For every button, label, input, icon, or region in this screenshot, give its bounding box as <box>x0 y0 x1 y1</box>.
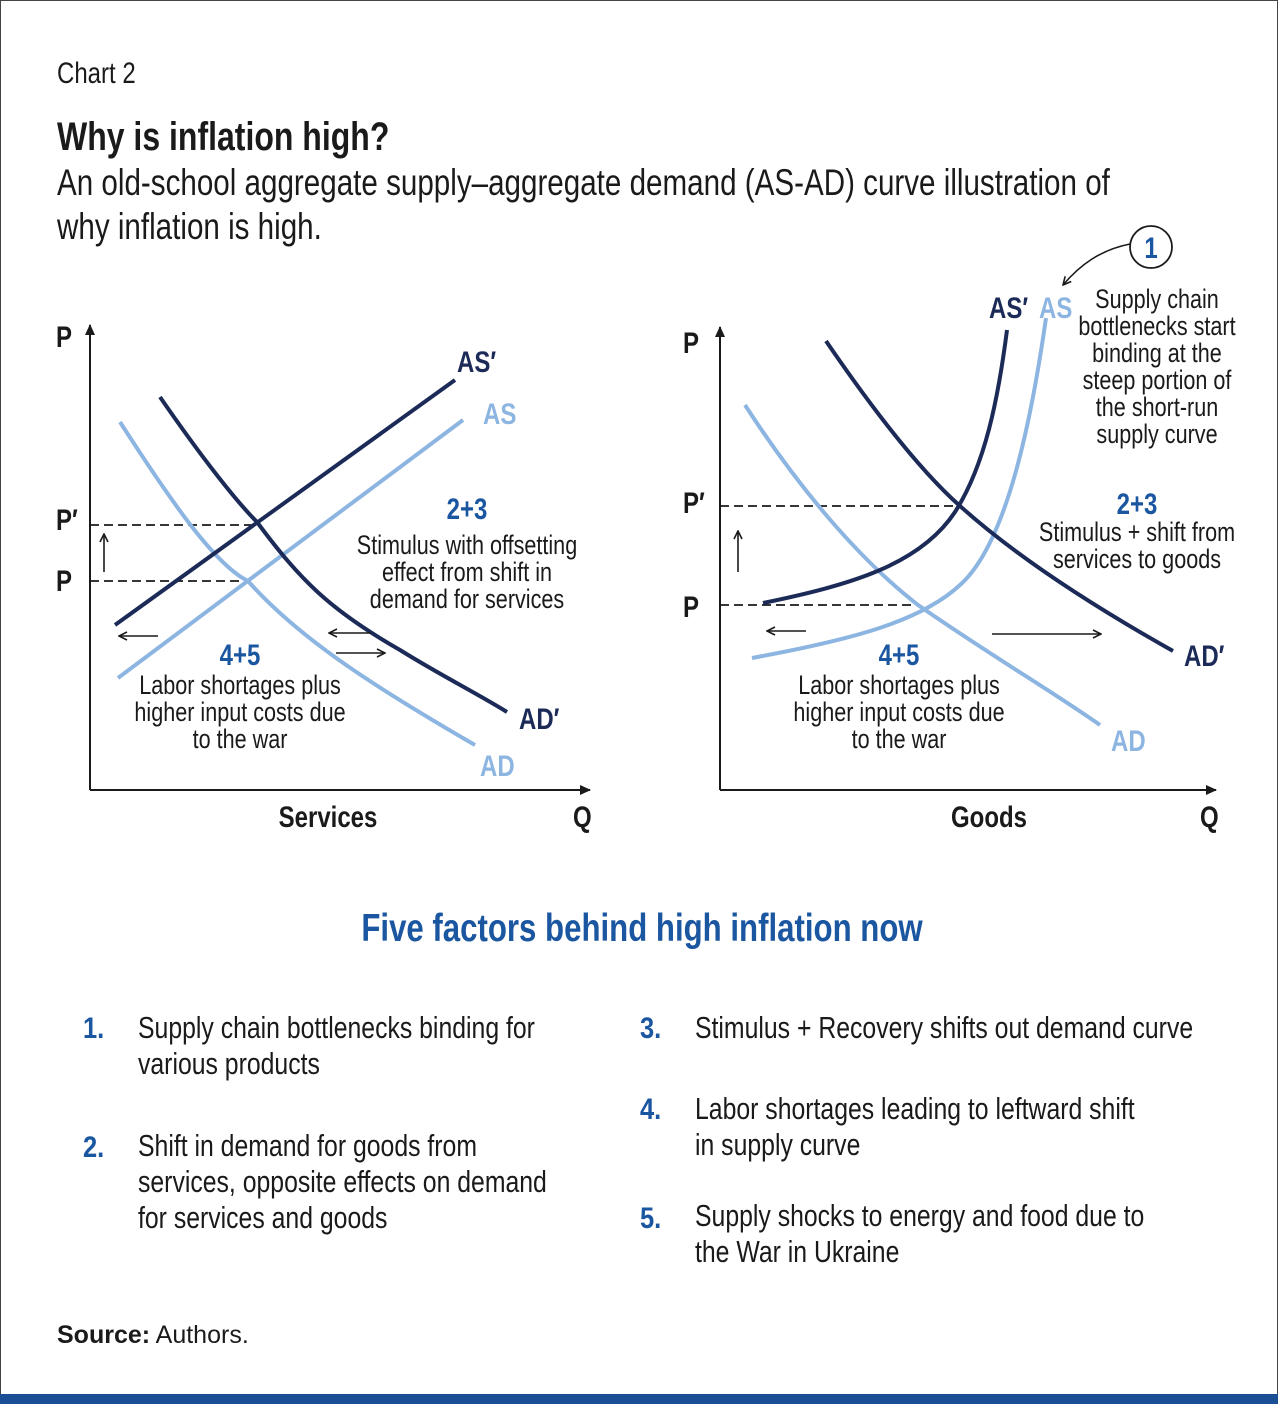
callout-line: bottlenecks start <box>1078 312 1235 342</box>
source-note: Source: Authors. <box>57 1321 249 1349</box>
as-label: AS <box>1039 290 1072 324</box>
p-label: P <box>683 589 699 623</box>
supply-annotation-line: Labor shortages plus <box>139 671 341 701</box>
demand-annotation-line: effect from shift in <box>382 558 552 588</box>
as-prime-curve <box>113 378 457 627</box>
ad-label: AD <box>480 748 515 782</box>
services-diagram: P P′ P AS′ AS AD′ AD Services Q 2+3 Stim… <box>56 319 592 833</box>
subtitle-line: why inflation is high. <box>56 207 322 248</box>
supply-annotation-line: to the war <box>193 725 288 755</box>
demand-annotation-line: demand for services <box>370 585 564 615</box>
factors-heading: Five factors behind high inflation now <box>361 907 923 950</box>
chart-title: Why is inflation high? <box>57 114 389 159</box>
factor-number: 5. <box>640 1201 661 1234</box>
ad-prime-curve <box>158 395 509 714</box>
supply-annotation-tag: 4+5 <box>220 637 261 671</box>
y-axis-label: P <box>683 325 699 359</box>
factor-item-4: 4. Labor shortages leading to leftward s… <box>640 1091 1135 1161</box>
factor-item-5: 5. Supply shocks to energy and food due … <box>640 1198 1144 1268</box>
as-label: AS <box>483 396 516 430</box>
factor-line: for services and goods <box>138 1200 387 1234</box>
callout-line: the short-run <box>1096 393 1218 423</box>
p-label: P <box>56 563 72 597</box>
as-curve <box>116 418 465 680</box>
callout-line: supply curve <box>1096 420 1217 450</box>
callout-text: Supply chain bottlenecks start binding a… <box>1078 285 1235 450</box>
source-label: Source: <box>57 1321 150 1349</box>
bottom-bar <box>0 1394 1278 1404</box>
factor-number: 3. <box>640 1011 661 1044</box>
callout-number: 1 <box>1144 230 1157 264</box>
supply-annotation-line: Labor shortages plus <box>798 671 1000 701</box>
as-curve <box>751 317 1048 660</box>
p-prime-label: P′ <box>683 485 705 519</box>
as-prime-label: AS′ <box>457 344 497 378</box>
factor-line: various products <box>138 1046 320 1080</box>
demand-annotation-tag: 2+3 <box>447 491 488 525</box>
goods-diagram: P P′ P AS′ AS AD′ AD Goods Q 1 Supply ch… <box>683 225 1236 834</box>
supply-annotation-tag: 4+5 <box>879 637 920 671</box>
callout-circle <box>1129 225 1173 269</box>
ad-prime-label: AD′ <box>519 701 560 735</box>
p-prime-label: P′ <box>56 502 78 536</box>
factor-item-1: 1. Supply chain bottlenecks binding for … <box>83 1010 535 1080</box>
factor-line: Supply shocks to energy and food due to <box>695 1198 1144 1232</box>
factor-item-3: 3. Stimulus + Recovery shifts out demand… <box>640 1010 1193 1044</box>
y-axis-label: P <box>56 319 72 353</box>
ad-curve <box>743 403 1102 727</box>
x-axis-title: Services <box>279 799 378 833</box>
factor-item-2: 2. Shift in demand for goods from servic… <box>83 1128 547 1234</box>
supply-annotation-line: higher input costs due <box>793 698 1004 728</box>
chart-label: Chart 2 <box>57 55 136 89</box>
source-text: Authors. <box>150 1321 249 1349</box>
supply-annotation-line: higher input costs due <box>134 698 345 728</box>
factor-line: the War in Ukraine <box>695 1234 899 1268</box>
factor-line: Stimulus + Recovery shifts out demand cu… <box>695 1010 1193 1044</box>
factor-line: in supply curve <box>695 1127 860 1161</box>
factor-number: 2. <box>83 1130 104 1163</box>
as-prime-label: AS′ <box>989 290 1029 324</box>
ad-prime-label: AD′ <box>1184 638 1225 672</box>
demand-annotation-line: Stimulus with offsetting <box>357 531 577 561</box>
demand-annotation-line: services to goods <box>1053 545 1221 575</box>
ad-label: AD <box>1111 723 1146 757</box>
callout-line: Supply chain <box>1095 285 1219 315</box>
supply-annotation-line: to the war <box>852 725 947 755</box>
as-prime-curve <box>762 329 1009 605</box>
factor-number: 1. <box>83 1011 104 1044</box>
factor-number: 4. <box>640 1092 661 1125</box>
factor-line: Labor shortages leading to leftward shif… <box>695 1091 1135 1125</box>
callout-line: binding at the <box>1092 339 1222 369</box>
subtitle-line: An old-school aggregate supply–aggregate… <box>57 163 1110 204</box>
x-axis-title: Goods <box>951 799 1027 833</box>
factor-line: Supply chain bottlenecks binding for <box>138 1010 535 1044</box>
x-axis-label: Q <box>573 799 592 833</box>
callout-line: steep portion of <box>1083 366 1232 396</box>
demand-annotation-tag: 2+3 <box>1117 486 1158 520</box>
callout-arrow-icon <box>1063 243 1131 285</box>
demand-annotation-line: Stimulus + shift from <box>1039 518 1235 548</box>
x-axis-label: Q <box>1200 799 1219 833</box>
factor-line: services, opposite effects on demand <box>138 1164 547 1198</box>
factor-line: Shift in demand for goods from <box>138 1128 477 1162</box>
